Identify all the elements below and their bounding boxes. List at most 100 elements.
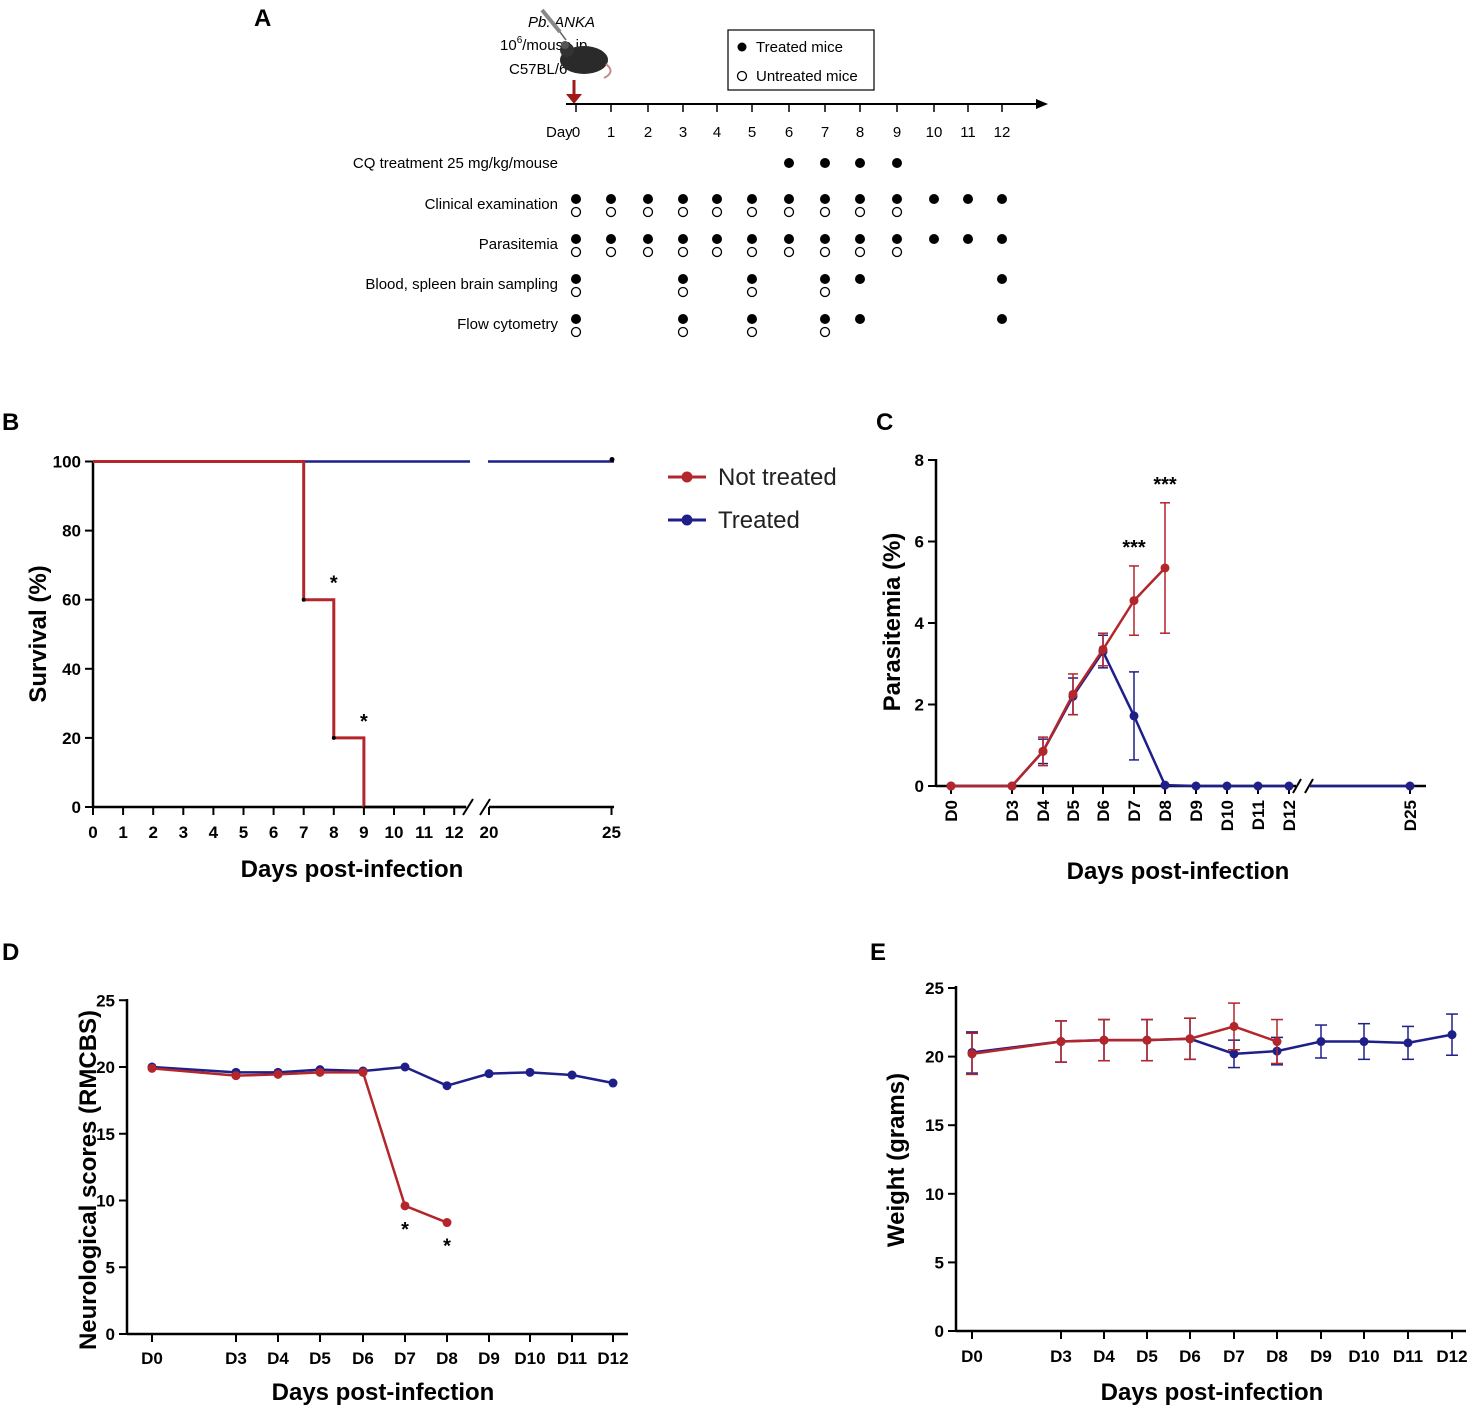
- timeline-day-label: 9: [893, 124, 901, 141]
- x-tick-label: D11: [1249, 800, 1268, 830]
- treated-dot: [820, 234, 830, 244]
- treated-dot: [820, 194, 830, 204]
- x-tick-label: D10: [514, 1349, 545, 1368]
- x-tick-label: D12: [1280, 800, 1299, 831]
- treated-line: [951, 649, 1289, 788]
- y-tick-label: 4: [915, 614, 925, 633]
- treated-dot: [855, 274, 865, 284]
- treated-point: [608, 1078, 618, 1088]
- panel-label-e: E: [870, 939, 886, 966]
- significance-star: *: [360, 711, 368, 733]
- x-tick-label: D6: [352, 1349, 374, 1368]
- y-tick-label: 10: [96, 1192, 115, 1211]
- x-tick-label: 11: [415, 823, 433, 842]
- syringe-icon: [540, 8, 567, 41]
- legend-not-treated: Not treated: [718, 464, 837, 491]
- y-tick-label: 6: [915, 533, 924, 552]
- x-tick-label: 2: [148, 823, 157, 842]
- treated-dot: [678, 314, 688, 324]
- treated-dot: [678, 234, 688, 244]
- timeline-row-label: Blood, spleen brain sampling: [365, 276, 558, 293]
- untreated-dot: [711, 206, 723, 218]
- y-tick-label: 0: [72, 798, 81, 817]
- y-axis-title: Parasitemia (%): [879, 533, 906, 712]
- y-axis-title: Survival (%): [25, 565, 52, 702]
- not-treated-point: [400, 1201, 410, 1211]
- x-tick-label: D8: [1156, 800, 1175, 822]
- not-treated-point: [967, 1049, 977, 1059]
- x-tick-label: 8: [329, 823, 338, 842]
- x-tick-label: D6: [1179, 1347, 1201, 1366]
- y-tick-label: 20: [96, 1058, 115, 1077]
- treated-point: [1160, 780, 1170, 790]
- untreated-dot: [891, 206, 903, 218]
- significance-star: *: [330, 573, 338, 595]
- axis-break: [462, 798, 474, 816]
- legend-untreated-mice: Untreated mice: [756, 68, 858, 85]
- untreated-dot: [783, 246, 795, 258]
- untreated-dot: [677, 246, 689, 258]
- treated-dot: [997, 314, 1007, 324]
- untreated-dot: [677, 286, 689, 298]
- treated-point: [1284, 781, 1294, 791]
- not-treated-point: [946, 781, 956, 791]
- untreated-dot: [570, 286, 582, 298]
- x-tick-label: D25: [1401, 800, 1420, 831]
- untreated-dot: [746, 326, 758, 338]
- treated-dot: [747, 234, 757, 244]
- treated-dot: [997, 274, 1007, 284]
- mouse-icon: [560, 41, 612, 79]
- dose-base: 10: [500, 37, 517, 54]
- x-tick-label: 5: [239, 823, 248, 842]
- y-tick-label: 20: [925, 1048, 944, 1067]
- y-tick-label: 5: [935, 1253, 944, 1272]
- x-tick-label: D8: [1266, 1347, 1288, 1366]
- not-treated-point: [1099, 1035, 1109, 1045]
- x-tick-label: D8: [436, 1349, 458, 1368]
- treated-point: [1191, 781, 1201, 791]
- x-tick-label: D4: [267, 1349, 289, 1368]
- significance-stars: ***: [1122, 537, 1146, 559]
- treated-dot: [643, 194, 653, 204]
- untreated-dot: [677, 326, 689, 338]
- x-axis-title: Days post-infection: [241, 856, 464, 883]
- legend-treated: Treated: [718, 507, 800, 534]
- treated-dot: [606, 194, 616, 204]
- not-treated-line: [151, 1067, 448, 1224]
- y-tick-label: 15: [96, 1125, 115, 1144]
- treated-dot: [892, 234, 902, 244]
- timeline-day-label: 1: [607, 124, 615, 141]
- treated-dot: [997, 194, 1007, 204]
- chart-weight: 0 5 10 15 20 25 D0 D3 D4 D5 D6 D7 D8 D9 D10 D11 D12 Weigh…: [883, 979, 1468, 1406]
- untreated-dot: [783, 206, 795, 218]
- x-tick-label: D3: [1003, 800, 1022, 822]
- timeline-row-label: Flow cytometry: [457, 316, 558, 333]
- y-tick-label: 60: [62, 591, 81, 610]
- y-tick-label: 20: [62, 729, 81, 748]
- axis-break: [1292, 778, 1302, 794]
- x-tick-label: 3: [179, 823, 188, 842]
- legend-treated-marker: [681, 514, 693, 526]
- treated-point: [1316, 1037, 1326, 1047]
- treated-dot: [820, 314, 830, 324]
- treated-dot: [747, 194, 757, 204]
- untreated-dot: [746, 246, 758, 258]
- untreated-dot: [746, 206, 758, 218]
- not-treated-point: [1007, 781, 1017, 791]
- not-treated-point: [273, 1069, 283, 1079]
- treated-line: [151, 1065, 614, 1088]
- x-tick-label: D7: [1223, 1347, 1245, 1366]
- x-tick-label: D6: [1094, 800, 1113, 822]
- x-tick-label: D9: [1187, 800, 1206, 822]
- x-axis-title: Days post-infection: [272, 1379, 495, 1406]
- treated-dot: [643, 234, 653, 244]
- x-tick-label: 10: [385, 823, 404, 842]
- x-tick-label: D9: [1310, 1347, 1332, 1366]
- panel-label-b: B: [2, 409, 19, 436]
- y-tick-label: 0: [915, 777, 924, 796]
- censor-mark: [331, 735, 336, 740]
- timeline-arrowhead: [1036, 99, 1048, 109]
- treated-dot: [929, 234, 939, 244]
- timeline-row-label: Clinical examination: [425, 196, 558, 213]
